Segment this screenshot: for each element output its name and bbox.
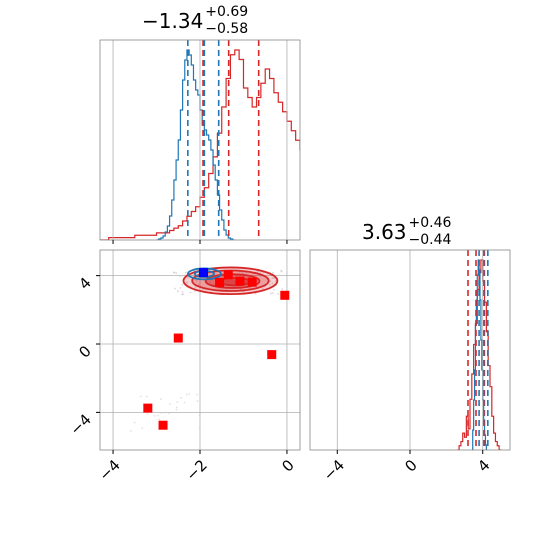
sample-dot bbox=[271, 282, 274, 285]
y-tick-label: 4 bbox=[75, 274, 94, 293]
sample-dot bbox=[185, 281, 188, 284]
sample-dot bbox=[196, 393, 198, 396]
sample-dot bbox=[261, 287, 264, 290]
y-tick-label: 0 bbox=[75, 342, 94, 361]
red-square-marker bbox=[267, 350, 277, 360]
sample-dot bbox=[160, 411, 162, 414]
sample-dot bbox=[198, 283, 201, 286]
title-value: 3.63 bbox=[362, 220, 407, 244]
sample-dot bbox=[185, 393, 188, 396]
sample-dot bbox=[271, 292, 274, 295]
sample-dot bbox=[268, 284, 271, 286]
sample-dot bbox=[277, 292, 280, 295]
sample-dot bbox=[140, 395, 142, 398]
sample-dot bbox=[194, 286, 197, 288]
sample-dot bbox=[175, 408, 178, 411]
sample-dot bbox=[181, 290, 184, 293]
blue-square-marker bbox=[198, 268, 208, 278]
sample-dot bbox=[272, 288, 275, 291]
sample-dot bbox=[281, 288, 284, 291]
sample-dot bbox=[141, 427, 144, 430]
sample-dot bbox=[198, 414, 201, 417]
sample-dot bbox=[195, 280, 198, 282]
sample-dot bbox=[198, 427, 201, 430]
x-tick-label: −2 bbox=[182, 456, 210, 484]
sample-dot bbox=[274, 280, 277, 283]
title-upper-error: +0.69 bbox=[205, 4, 248, 20]
sample-dot bbox=[168, 412, 171, 415]
sample-dot bbox=[129, 430, 132, 432]
sample-dot bbox=[181, 275, 183, 277]
sample-dot bbox=[273, 277, 276, 279]
sample-dot bbox=[256, 270, 259, 273]
title-param0: −1.34 +0.69−0.58 bbox=[142, 4, 248, 37]
sample-dot bbox=[280, 269, 282, 272]
scatter-panel bbox=[129, 266, 290, 432]
sample-dot bbox=[175, 406, 178, 409]
sample-dot bbox=[212, 283, 215, 286]
blue-histogram bbox=[156, 49, 235, 240]
title-upper-error: +0.46 bbox=[409, 215, 452, 231]
sample-dot bbox=[169, 403, 171, 405]
sample-dot bbox=[185, 271, 187, 274]
red-square-marker bbox=[247, 277, 257, 287]
red-histogram bbox=[100, 49, 300, 240]
sample-dot bbox=[271, 277, 274, 280]
sample-dot bbox=[146, 413, 149, 415]
title-param1: 3.63 +0.46−0.44 bbox=[362, 215, 452, 248]
title-value: −1.34 bbox=[142, 9, 203, 33]
sample-dot bbox=[133, 421, 136, 424]
sample-dot bbox=[174, 287, 176, 290]
c3-histograms bbox=[457, 250, 501, 450]
sample-dot bbox=[157, 414, 159, 417]
sample-dot bbox=[175, 272, 178, 274]
sample-dot bbox=[180, 397, 183, 399]
c0-histograms bbox=[100, 40, 300, 240]
y-tick-label: −4 bbox=[66, 410, 94, 438]
title-lower-error: −0.44 bbox=[409, 232, 452, 248]
sample-dot bbox=[164, 411, 166, 414]
x-tick-label: −4 bbox=[95, 456, 123, 484]
sample-dot bbox=[270, 292, 272, 295]
sample-dot bbox=[188, 393, 191, 395]
sample-dot bbox=[173, 271, 176, 274]
sample-dot bbox=[158, 418, 161, 421]
red-square-marker bbox=[173, 333, 183, 343]
sample-dot bbox=[269, 280, 272, 282]
x-tick-label: 0 bbox=[401, 456, 420, 475]
sample-dot bbox=[159, 398, 162, 400]
sample-dot bbox=[254, 292, 257, 295]
sample-dot bbox=[272, 271, 274, 274]
sample-dot bbox=[196, 400, 199, 402]
sample-dot bbox=[189, 291, 192, 294]
sample-dot bbox=[182, 293, 185, 296]
red-square-marker bbox=[215, 277, 225, 287]
red-square-marker bbox=[158, 420, 168, 430]
sample-dot bbox=[179, 286, 182, 289]
sample-dot bbox=[145, 395, 148, 398]
red-square-marker bbox=[143, 403, 153, 413]
red-square-marker bbox=[280, 290, 290, 300]
x-tick-label: −4 bbox=[320, 456, 348, 484]
sample-dot bbox=[183, 401, 186, 404]
x-tick-label: 4 bbox=[474, 456, 493, 475]
sample-dot bbox=[187, 277, 190, 279]
sample-dot bbox=[176, 401, 179, 403]
x-tick-label: 0 bbox=[278, 456, 297, 475]
sample-dot bbox=[178, 275, 181, 277]
sample-dot bbox=[193, 290, 196, 293]
sample-dot bbox=[181, 283, 184, 286]
sample-dot bbox=[209, 280, 211, 283]
title-lower-error: −0.58 bbox=[205, 21, 248, 37]
red-square-marker bbox=[235, 276, 245, 286]
sample-dot bbox=[177, 290, 179, 293]
sample-dot bbox=[153, 414, 156, 417]
red-square-marker bbox=[223, 270, 233, 280]
